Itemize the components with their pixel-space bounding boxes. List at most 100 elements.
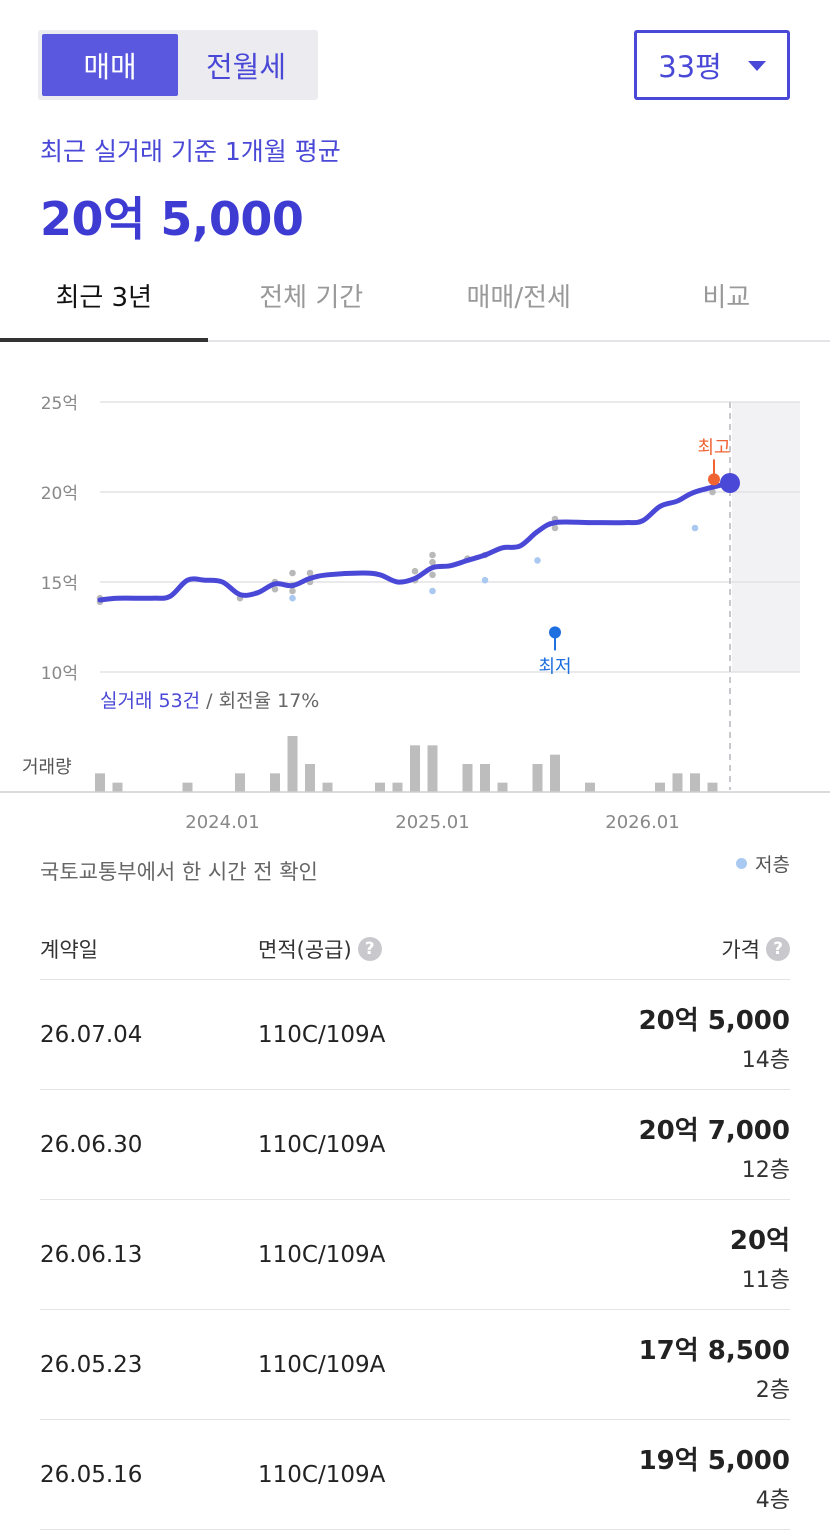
row-area: 110C/109A	[258, 1132, 386, 1158]
trade-point	[411, 567, 419, 575]
help-icon[interactable]: ?	[357, 937, 382, 961]
volume-bar	[672, 773, 683, 792]
future-area	[732, 402, 800, 672]
row-price: 17억 8,500	[638, 1336, 790, 1366]
trade-point	[271, 585, 279, 593]
trade-info: 실거래 53건 / 회전율 17%	[100, 686, 319, 713]
trade-point	[551, 524, 559, 532]
min-label: 최저	[538, 656, 571, 677]
column-price: 가격?	[721, 934, 790, 964]
row-floor: 2층	[755, 1378, 790, 1403]
table-row[interactable]: 26.05.16 110C/109A 19억 5,000 4층	[40, 1420, 790, 1530]
low-floor-trade-point	[534, 557, 541, 564]
volume-label: 거래량	[22, 757, 72, 778]
chevron-down-icon	[747, 61, 766, 71]
trade-point	[429, 551, 436, 559]
volume-bar	[182, 782, 193, 792]
row-area: 110C/109A	[258, 1242, 386, 1268]
row-price: 20억 5,000	[638, 1006, 790, 1036]
low-floor-dot-icon	[736, 858, 748, 869]
row-price: 19억 5,000	[638, 1446, 790, 1476]
y-tick-label: 20억	[41, 484, 78, 504]
help-icon[interactable]: ?	[766, 937, 790, 961]
low-floor-trade-point	[691, 524, 699, 532]
tab-compare[interactable]: 비교	[702, 282, 751, 313]
column-date: 계약일	[40, 934, 98, 964]
volume-bar	[427, 745, 438, 792]
volume-bar	[95, 773, 105, 792]
column-price-label: 가격	[721, 938, 760, 962]
table-row[interactable]: 26.06.13 110C/109A 20억 11층	[40, 1200, 790, 1310]
volume-bar	[392, 782, 403, 792]
trade-point	[306, 569, 314, 577]
trade-count[interactable]: 실거래 53건	[100, 690, 201, 712]
table-row[interactable]: 26.05.23 110C/109A 17억 8,500 2층	[40, 1310, 790, 1420]
tab-rent[interactable]: 전월세	[205, 50, 287, 84]
low-floor-trade-point	[481, 576, 489, 584]
trade-type-toggle: 매매 전월세	[38, 30, 318, 100]
row-price: 20억	[729, 1226, 790, 1256]
column-date-label: 계약일	[40, 938, 98, 962]
volume-bar	[287, 736, 298, 792]
legend-low-floor: 저층	[736, 850, 790, 877]
row-floor: 14층	[741, 1048, 790, 1073]
row-floor: 11층	[741, 1268, 790, 1293]
volume-bar	[497, 782, 508, 792]
trade-point	[429, 571, 436, 579]
row-floor: 12층	[741, 1158, 790, 1183]
volume-bar	[305, 764, 315, 792]
x-tick-label: 2025.01	[395, 812, 469, 833]
table-header: 계약일 면적(공급)? 가격?	[40, 912, 790, 980]
max-price-point	[708, 473, 720, 486]
tab-sale[interactable]: 매매	[42, 34, 178, 96]
y-tick-label: 10억	[41, 664, 78, 684]
volume-bar	[707, 782, 718, 792]
trade-point	[289, 587, 296, 595]
trade-point	[289, 569, 296, 577]
volume-bar	[410, 745, 420, 792]
row-price: 20억 7,000	[638, 1116, 790, 1146]
volume-bar	[690, 773, 700, 792]
volume-bar	[322, 782, 333, 792]
low-floor-trade-point	[429, 587, 436, 595]
volume-bar	[585, 782, 595, 792]
current-price-point	[720, 473, 740, 493]
volume-bar	[532, 764, 543, 792]
row-date: 26.07.04	[40, 1022, 143, 1048]
min-price-point	[549, 626, 561, 639]
low-floor-trade-point	[289, 594, 296, 602]
volume-bar	[270, 773, 280, 792]
row-area: 110C/109A	[258, 1352, 386, 1378]
legend-low-floor-label: 저층	[755, 854, 790, 876]
trade-point	[429, 558, 436, 566]
period-tabs: 최근 3년 전체 기간 매매/전세 비교	[0, 250, 830, 342]
y-tick-label: 15억	[41, 574, 78, 594]
max-label: 최고	[697, 437, 730, 458]
row-area: 110C/109A	[258, 1462, 386, 1488]
average-price-value: 20억 5,000	[40, 192, 304, 246]
volume-bar	[550, 754, 560, 792]
tab-all-period[interactable]: 전체 기간	[259, 282, 364, 313]
price-trend-line	[97, 480, 733, 603]
volume-bar	[375, 782, 385, 792]
average-price-label: 최근 실거래 기준 1개월 평균	[40, 137, 341, 166]
row-date: 26.05.23	[40, 1352, 143, 1378]
volume-bar	[480, 764, 490, 792]
row-date: 26.05.16	[40, 1462, 143, 1488]
size-select[interactable]: 33평	[634, 30, 790, 100]
volume-bar	[462, 764, 473, 792]
tab-sale-jeonse[interactable]: 매매/전세	[466, 282, 571, 313]
y-tick-label: 25억	[41, 394, 78, 414]
volume-bar	[655, 782, 665, 792]
table-row[interactable]: 26.07.04 110C/109A 20억 5,000 14층	[40, 980, 790, 1090]
size-select-value: 33평	[658, 50, 722, 84]
row-date: 26.06.30	[40, 1132, 143, 1158]
volume-bar	[235, 773, 245, 792]
table-row[interactable]: 26.06.30 110C/109A 20억 7,000 12층	[40, 1090, 790, 1200]
trade-point	[709, 488, 716, 496]
column-area-label: 면적(공급)	[258, 938, 352, 962]
row-area: 110C/109A	[258, 1022, 386, 1048]
tab-recent-3-years[interactable]: 최근 3년	[0, 250, 208, 342]
row-floor: 4층	[755, 1488, 790, 1513]
